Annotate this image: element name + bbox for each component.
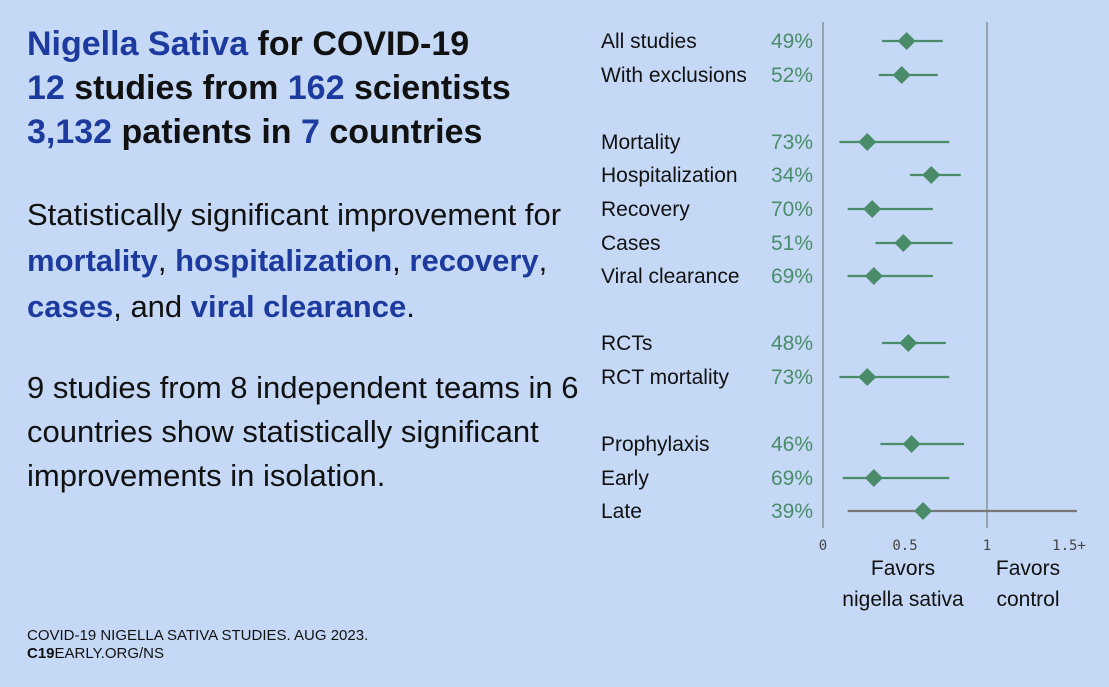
row-label: RCTs [601,332,652,355]
row-label: Cases [601,232,661,255]
outcome-mortality: mortality [27,243,158,278]
estimate-marker [863,200,882,218]
footer-line-2: C19EARLY.ORG/NS [27,645,165,662]
estimate-marker [864,267,883,285]
row-percent: 39% [771,500,813,523]
scientist-count: 162 [287,69,345,107]
row-label: Hospitalization [601,164,738,187]
row-percent: 73% [771,131,813,154]
headline-line-2: 12 studies from 162 scientists [27,69,511,107]
x-tick-label: 1.5+ [1052,538,1086,554]
summary-panel: Nigella Sativa for COVID-19 12 studies f… [27,22,587,498]
row-label: With exclusions [601,64,747,87]
x-tick-label: 0 [819,538,827,554]
estimate-marker [894,234,913,252]
row-percent: 52% [771,64,813,87]
x-tick-label: 1 [983,538,991,554]
row-label: RCT mortality [601,366,729,389]
country-count: 7 [301,113,320,151]
estimate-marker [858,133,877,151]
outcome-cases: cases [27,289,114,324]
row-percent: 51% [771,232,813,255]
estimate-marker [914,502,933,520]
estimate-marker [897,32,916,50]
outcome-viral-clearance: viral clearance [190,289,407,324]
favors-control-label-2: control [996,588,1059,611]
row-label: Early [601,467,649,490]
row-percent: 34% [771,164,813,187]
headline-line-1: Nigella Sativa for COVID-19 [27,25,470,63]
row-percent: 46% [771,433,813,456]
significance-summary: Statistically significant improvement fo… [27,197,562,324]
estimate-marker [899,334,918,352]
row-percent: 49% [771,30,813,53]
study-count: 12 [27,69,65,107]
x-tick-label: 0.5 [892,538,917,554]
row-percent: 69% [771,467,813,490]
row-percent: 73% [771,366,813,389]
row-label: All studies [601,30,697,53]
independent-teams-text: 9 studies from 8 independent teams in 6 … [27,370,579,493]
footer: COVID-19 NIGELLA SATIVA STUDIES. AUG 202… [27,627,368,663]
row-label: Viral clearance [601,265,740,288]
row-percent: 70% [771,198,813,221]
estimate-marker [902,435,921,453]
favors-treatment-label-2: nigella sativa [842,588,964,611]
favors-treatment-label: Favors [871,557,935,580]
footer-line-1: COVID-19 NIGELLA SATIVA STUDIES. AUG 202… [27,627,369,644]
row-label: Recovery [601,198,690,221]
estimate-marker [864,469,883,487]
row-percent: 48% [771,332,813,355]
row-label: Prophylaxis [601,433,710,456]
headline-treatment: Nigella Sativa [27,25,249,63]
favors-control-label: Favors [996,557,1060,580]
headline-line-3: 3,132 patients in 7 countries [27,113,483,151]
estimate-marker [858,368,877,386]
row-percent: 69% [771,265,813,288]
outcome-hospitalization: hospitalization [175,243,393,278]
estimate-marker [922,166,941,184]
patient-count: 3,132 [27,113,113,151]
row-label: Late [601,500,642,523]
row-label: Mortality [601,131,681,154]
estimate-marker [892,66,911,84]
outcome-recovery: recovery [409,243,539,278]
